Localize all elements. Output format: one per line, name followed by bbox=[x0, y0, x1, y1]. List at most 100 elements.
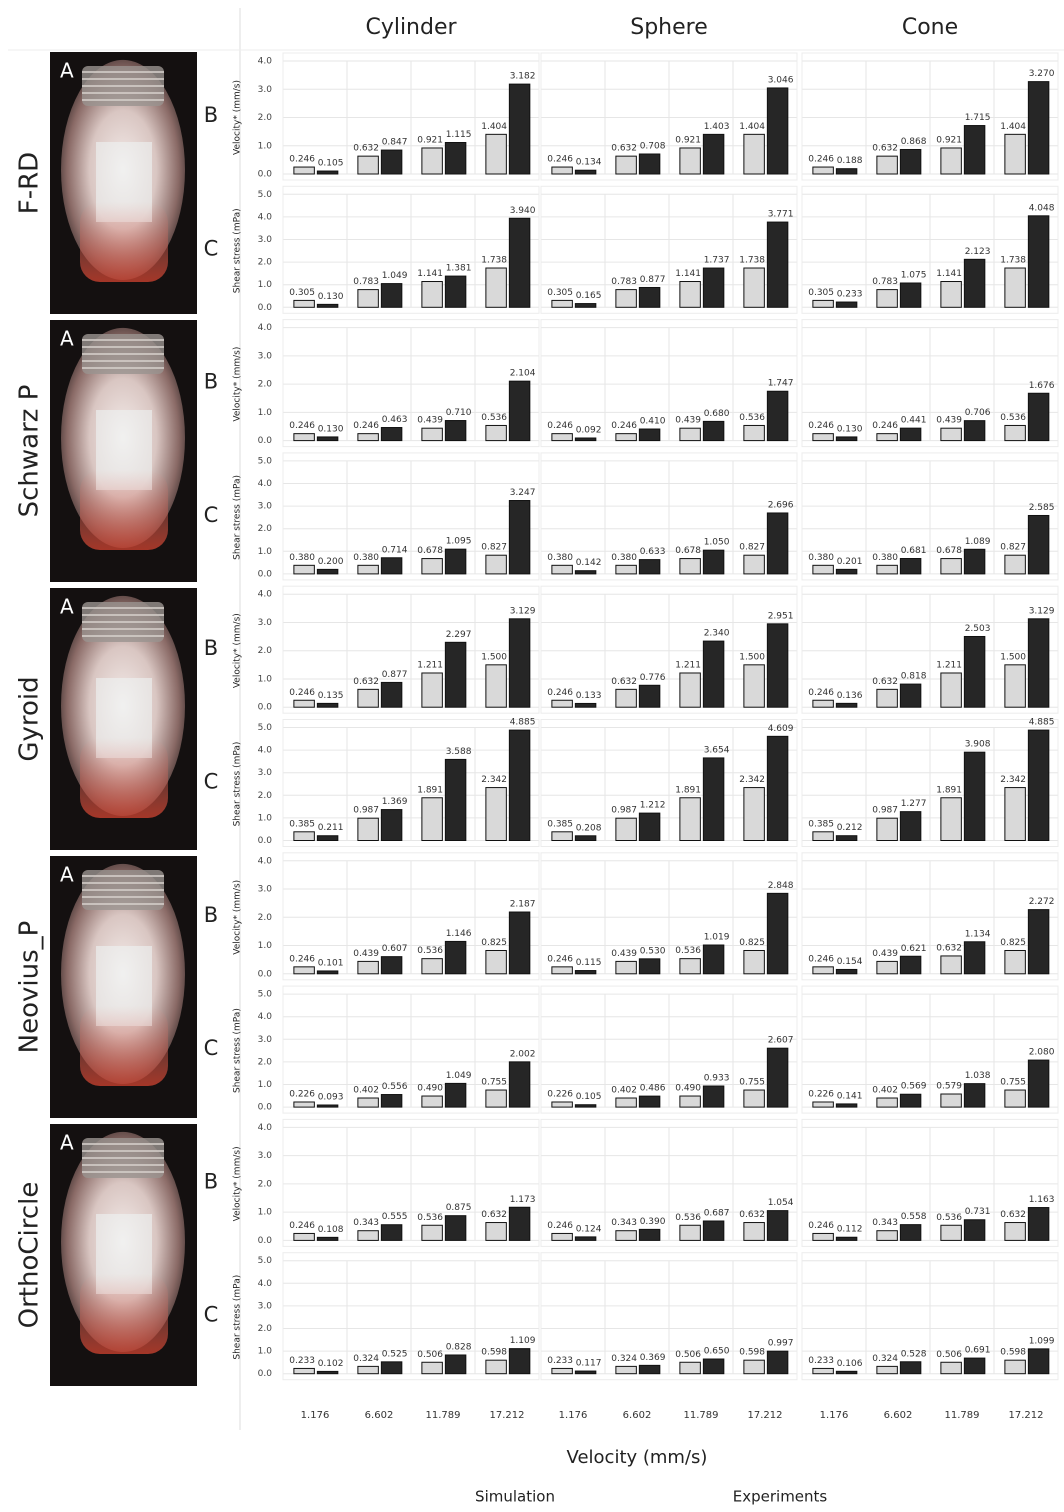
bar bbox=[509, 1349, 529, 1374]
bar bbox=[639, 560, 659, 574]
value-label: 0.439 bbox=[417, 416, 443, 426]
bar bbox=[616, 689, 636, 707]
bar bbox=[1005, 665, 1025, 707]
y-tick-label: 4.0 bbox=[258, 746, 273, 756]
value-label: 0.380 bbox=[547, 553, 573, 563]
value-label: 1.500 bbox=[739, 652, 765, 662]
x-axis-title: Velocity (mm/s) bbox=[567, 1447, 708, 1468]
bar bbox=[813, 565, 833, 574]
bar bbox=[294, 434, 314, 441]
bar bbox=[680, 148, 700, 174]
bar bbox=[703, 1086, 723, 1107]
bar bbox=[486, 950, 506, 973]
value-label: 0.369 bbox=[640, 1353, 666, 1363]
bar bbox=[680, 798, 700, 841]
value-label: 0.650 bbox=[704, 1347, 730, 1357]
bar bbox=[703, 421, 723, 440]
bar bbox=[616, 290, 636, 308]
bar bbox=[1005, 425, 1025, 440]
bar bbox=[486, 555, 506, 574]
x-tick-label: 17.212 bbox=[748, 1410, 783, 1421]
value-label: 0.233 bbox=[808, 1356, 834, 1366]
value-label: 0.385 bbox=[289, 819, 315, 829]
bar bbox=[486, 134, 506, 174]
value-label: 0.246 bbox=[547, 155, 573, 165]
value-label: 0.343 bbox=[611, 1218, 637, 1228]
y-axis-title: Velocity* (mm/s) bbox=[233, 80, 243, 155]
x-tick-label: 17.212 bbox=[490, 1410, 525, 1421]
y-tick-label: 1.0 bbox=[258, 1208, 273, 1218]
value-label: 3.046 bbox=[768, 75, 794, 85]
value-label: 0.130 bbox=[318, 292, 344, 302]
value-label: 0.117 bbox=[576, 1359, 602, 1369]
value-label: 0.875 bbox=[446, 1203, 472, 1213]
value-label: 0.598 bbox=[1000, 1348, 1026, 1358]
value-label: 0.632 bbox=[872, 144, 898, 154]
bar bbox=[703, 945, 723, 974]
bar bbox=[836, 1371, 856, 1373]
bar bbox=[703, 641, 723, 707]
bar bbox=[616, 156, 636, 174]
value-label: 0.827 bbox=[481, 543, 507, 553]
bar bbox=[680, 1362, 700, 1373]
bar bbox=[1005, 1223, 1025, 1241]
photo-label: A bbox=[60, 327, 74, 351]
bar bbox=[744, 1090, 764, 1107]
y-tick-label: 0.0 bbox=[258, 836, 273, 846]
value-label: 0.380 bbox=[808, 553, 834, 563]
photo-blood bbox=[80, 202, 168, 282]
value-label: 1.141 bbox=[936, 269, 962, 279]
bar bbox=[552, 434, 572, 441]
bar bbox=[358, 961, 378, 973]
value-label: 0.439 bbox=[675, 416, 701, 426]
bar bbox=[317, 1237, 337, 1240]
value-label: 0.380 bbox=[353, 553, 379, 563]
x-tick-label: 1.176 bbox=[559, 1410, 588, 1421]
y-tick-label: 2.0 bbox=[258, 1324, 273, 1334]
value-label: 1.747 bbox=[768, 379, 794, 389]
bar bbox=[900, 149, 920, 174]
value-label: 0.776 bbox=[640, 673, 666, 683]
y-tick-label: 0.0 bbox=[258, 1103, 273, 1113]
value-label: 0.536 bbox=[739, 413, 765, 423]
bar bbox=[680, 959, 700, 974]
bar bbox=[294, 832, 314, 841]
y-tick-label: 4.0 bbox=[258, 590, 273, 600]
value-label: 2.187 bbox=[510, 900, 536, 910]
value-label: 0.490 bbox=[675, 1084, 701, 1094]
value-label: 0.101 bbox=[318, 958, 344, 968]
bar bbox=[1005, 1090, 1025, 1107]
value-label: 2.503 bbox=[965, 624, 991, 634]
value-label: 2.342 bbox=[481, 775, 507, 785]
bar bbox=[680, 428, 700, 440]
value-label: 0.105 bbox=[318, 159, 344, 169]
bar bbox=[1005, 788, 1025, 841]
value-label: 2.080 bbox=[1029, 1048, 1055, 1058]
value-label: 0.691 bbox=[965, 1346, 991, 1356]
x-tick-label: 1.176 bbox=[301, 1410, 330, 1421]
value-label: 1.211 bbox=[417, 660, 443, 670]
bar bbox=[1028, 730, 1048, 840]
photo-label: A bbox=[60, 595, 74, 619]
bar bbox=[703, 758, 723, 841]
value-label: 0.200 bbox=[318, 557, 344, 567]
bar bbox=[680, 559, 700, 574]
value-label: 0.410 bbox=[640, 417, 666, 427]
bar bbox=[813, 1233, 833, 1240]
bar bbox=[381, 150, 401, 174]
bar bbox=[422, 282, 442, 308]
value-label: 0.536 bbox=[936, 1213, 962, 1223]
value-label: 0.783 bbox=[353, 277, 379, 287]
bar bbox=[1028, 1060, 1048, 1107]
bar bbox=[616, 1098, 636, 1107]
legend-entry: Simulation bbox=[475, 1488, 555, 1506]
value-label: 0.246 bbox=[808, 421, 834, 431]
value-label: 3.129 bbox=[510, 606, 536, 616]
y-tick-label: 3.0 bbox=[258, 85, 273, 95]
bar bbox=[552, 300, 572, 307]
bar bbox=[639, 429, 659, 441]
bar bbox=[964, 1358, 984, 1374]
bar bbox=[703, 550, 723, 574]
value-label: 1.099 bbox=[1029, 1336, 1055, 1346]
y-tick-label: 0.0 bbox=[258, 569, 273, 579]
